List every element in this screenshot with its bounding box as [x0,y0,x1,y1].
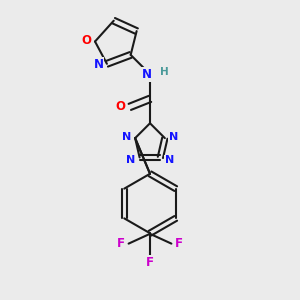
Text: H: H [160,67,169,77]
Text: O: O [82,34,92,47]
Text: N: N [141,68,152,81]
Text: F: F [175,237,183,250]
Text: F: F [117,237,125,250]
Text: N: N [126,155,135,165]
Text: F: F [146,256,154,268]
Text: O: O [116,100,126,113]
Text: N: N [165,155,174,165]
Text: N: N [94,58,103,71]
Text: N: N [169,132,178,142]
Text: N: N [122,132,131,142]
